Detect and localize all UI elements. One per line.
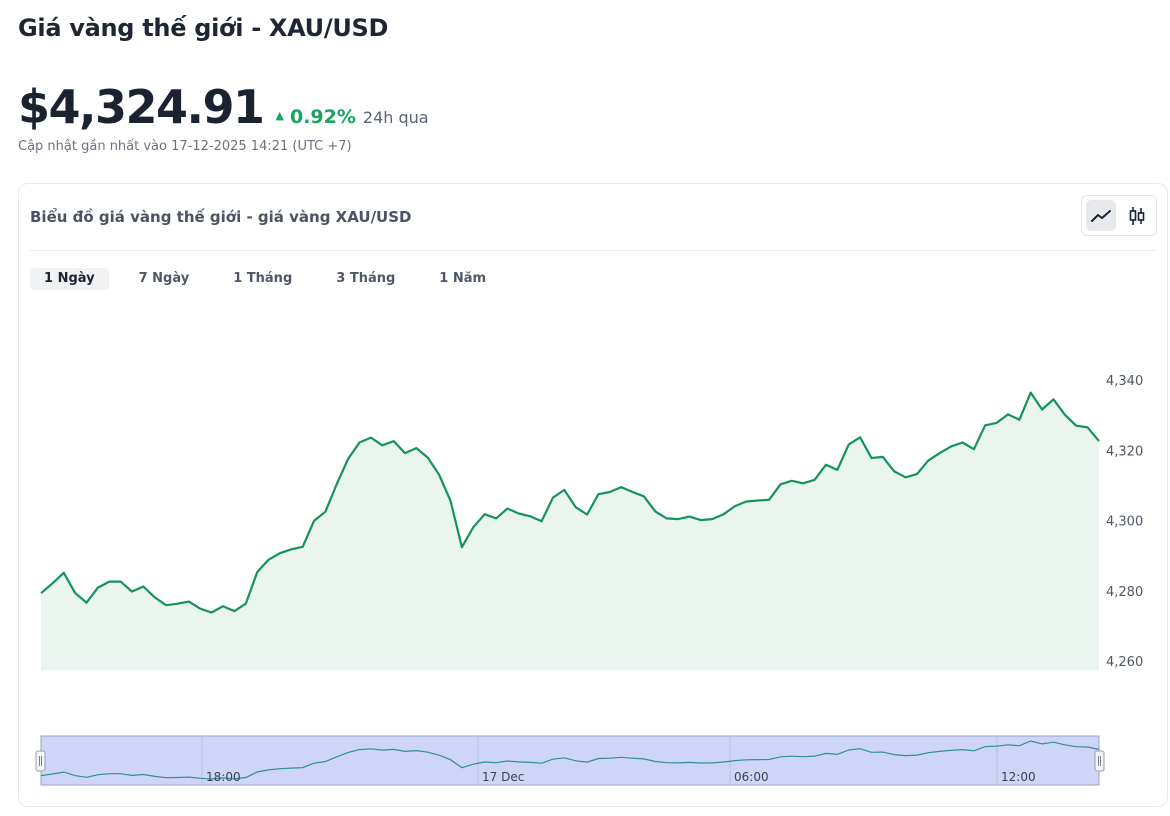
- line-chart-icon: [1091, 209, 1111, 222]
- y-tick-label: 4,320: [1106, 444, 1143, 459]
- tab-1-day[interactable]: 1 Ngày: [30, 268, 109, 290]
- y-tick-label: 4,260: [1106, 655, 1143, 670]
- navigator-line: [40, 740, 1100, 780]
- price-row: $4,324.91 ▲ 0.92% 24h qua: [18, 80, 429, 134]
- price-line: [40, 391, 1100, 614]
- tab-1-year[interactable]: 1 Năm: [439, 271, 487, 286]
- current-price: $4,324.91: [18, 80, 265, 134]
- navigator-window: [40, 735, 1100, 786]
- y-tick-label: 4,340: [1106, 374, 1143, 389]
- range-tabs: 1 Ngày 7 Ngày 1 Tháng 3 Tháng 1 Năm: [30, 268, 516, 290]
- candlestick-icon: [1129, 206, 1145, 225]
- change-percent: 0.92%: [289, 106, 356, 128]
- card-divider: [29, 250, 1157, 251]
- tab-1-month[interactable]: 1 Tháng: [233, 271, 293, 286]
- price-area: [41, 392, 1099, 670]
- y-tick-label: 4,300: [1106, 515, 1143, 530]
- chart-card-title: Biểu đồ giá vàng thế giới - giá vàng XAU…: [30, 208, 412, 226]
- candlestick-chart-button[interactable]: [1122, 200, 1152, 231]
- navigator-time-label: 12:00: [1001, 770, 1036, 784]
- navigator-handle-right[interactable]: [1094, 750, 1105, 772]
- navigator-time-label: 18:00: [206, 770, 241, 784]
- page-title: Giá vàng thế giới - XAU/USD: [18, 14, 389, 42]
- line-chart-button[interactable]: [1086, 200, 1116, 231]
- tab-3-months[interactable]: 3 Tháng: [336, 271, 396, 286]
- tab-7-days[interactable]: 7 Ngày: [138, 271, 190, 286]
- change-period: 24h qua: [362, 108, 429, 127]
- navigator-time-label: 17 Dec: [482, 770, 524, 784]
- up-arrow-icon: ▲: [275, 109, 284, 122]
- navigator-handle-left[interactable]: [35, 750, 46, 772]
- chart-type-toggle: [1081, 195, 1157, 236]
- last-updated: Cập nhật gần nhất vào 17-12-2025 14:21 (…: [18, 139, 352, 154]
- navigator-time-label: 06:00: [734, 770, 769, 784]
- y-tick-label: 4,280: [1106, 585, 1143, 600]
